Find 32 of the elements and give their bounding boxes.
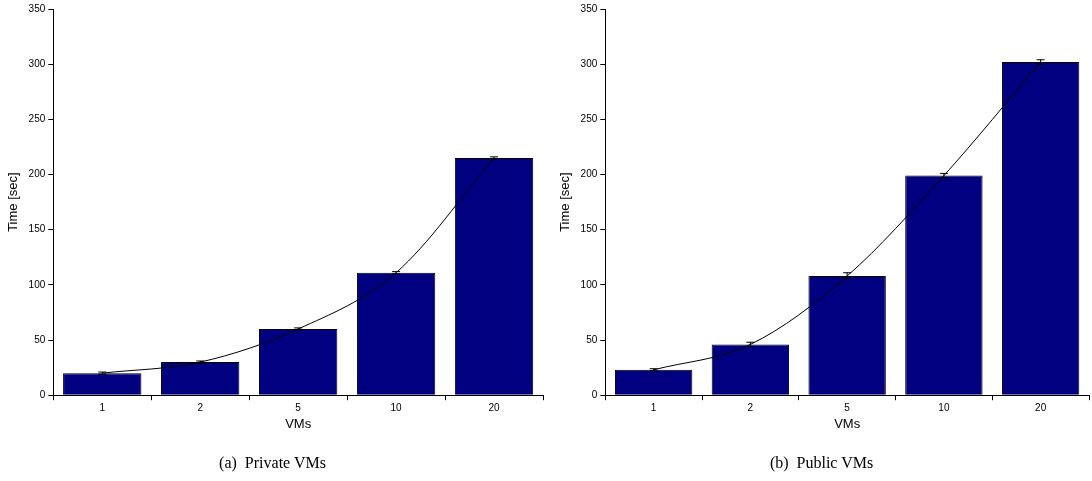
y-tick-label: 50 [586, 333, 598, 345]
y-tick-label: 0 [39, 388, 46, 400]
y-axis-title: Time [sec] [557, 172, 573, 232]
y-tick-label: 100 [580, 278, 598, 290]
y-tick-label: 50 [34, 333, 46, 345]
x-tick-label: 20 [488, 401, 501, 413]
y-tick-label: 200 [28, 168, 46, 180]
y-tick-label: 100 [28, 278, 46, 290]
x-tick-label: 10 [390, 401, 403, 413]
x-tick-label: 10 [938, 401, 950, 413]
y-axis-title: Time [sec] [5, 172, 21, 232]
y-tick-label: 150 [580, 223, 598, 235]
y-tick-label: 350 [580, 2, 598, 14]
x-tick-label: 5 [844, 401, 851, 413]
text: (b) Public VMs [769, 453, 874, 472]
x-axis-title: VMs [285, 415, 312, 431]
y-tick-label: 200 [580, 168, 598, 180]
y-tick-label: 250 [580, 113, 598, 125]
x-axis-title: VMs [834, 415, 861, 431]
y-tick-label: 300 [580, 57, 598, 69]
x-tick-label: 1 [99, 401, 106, 413]
x-tick-label: 2 [197, 401, 204, 413]
y-tick-label: 250 [28, 113, 46, 125]
y-tick-label: 0 [591, 388, 598, 400]
x-tick-label: 5 [295, 401, 302, 413]
y-tick-label: 350 [28, 2, 46, 14]
x-tick-label: 2 [747, 401, 754, 413]
text: (a) Private VMs [219, 453, 326, 472]
x-tick-label: 20 [1035, 401, 1047, 413]
x-tick-label: 1 [650, 401, 657, 413]
y-tick-label: 300 [28, 57, 46, 69]
y-tick-label: 150 [28, 223, 46, 235]
